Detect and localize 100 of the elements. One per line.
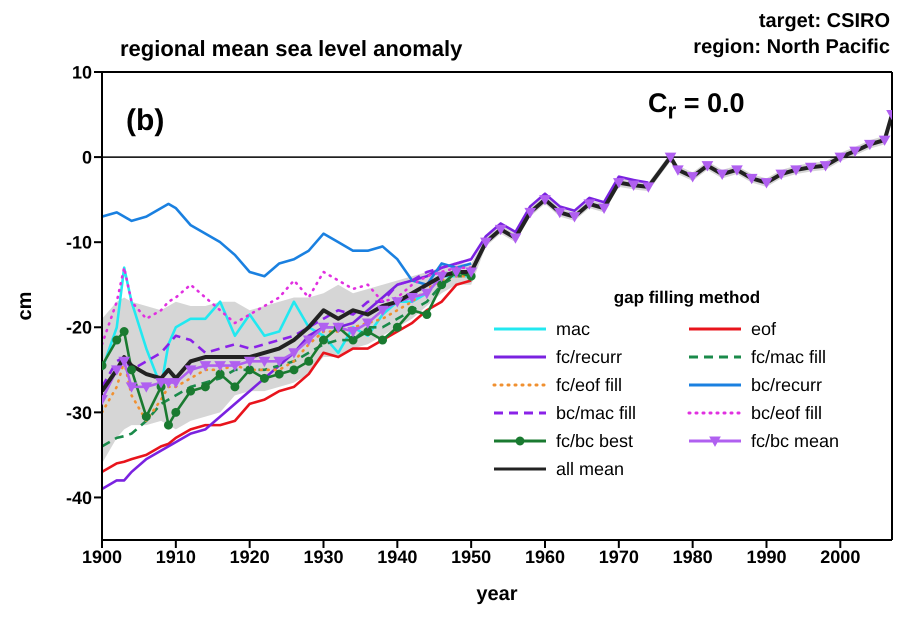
point xyxy=(230,382,240,392)
point xyxy=(362,318,374,329)
point xyxy=(392,322,402,332)
annotation: C$_{r}$ = 0.0 xyxy=(648,88,745,124)
point xyxy=(539,195,551,206)
line-series xyxy=(102,202,472,286)
legend-label: fc/eof fill xyxy=(556,374,622,396)
text: target: CSIRO xyxy=(758,9,890,34)
point xyxy=(583,199,596,210)
point xyxy=(672,165,684,176)
x-tick-label: 1940 xyxy=(377,546,418,567)
y-tick-label: 0 xyxy=(82,147,92,168)
point xyxy=(216,370,225,379)
y-tick-label: 10 xyxy=(72,62,92,82)
y-tick-label: -40 xyxy=(66,488,92,508)
point xyxy=(184,365,196,376)
point xyxy=(200,361,212,372)
point xyxy=(849,146,861,157)
legend-label: bc/recurr xyxy=(751,374,822,396)
point xyxy=(200,382,210,392)
point xyxy=(164,420,173,430)
point xyxy=(376,306,388,316)
x-tick-label: 1910 xyxy=(156,546,196,567)
point xyxy=(524,208,536,218)
x-tick-label: 1950 xyxy=(451,546,492,567)
y-axis-title: cm xyxy=(14,292,36,320)
point xyxy=(118,356,130,368)
point xyxy=(775,170,788,180)
point xyxy=(229,361,241,372)
point xyxy=(437,280,446,290)
point xyxy=(112,336,122,345)
point xyxy=(127,365,136,374)
point xyxy=(878,136,890,146)
y-tick-label: -30 xyxy=(66,402,92,423)
point xyxy=(820,161,832,172)
point xyxy=(363,327,372,336)
point xyxy=(436,272,448,282)
point xyxy=(126,382,138,393)
point xyxy=(686,172,699,183)
x-tick-label: 1930 xyxy=(303,546,344,567)
x-tick-label: 1960 xyxy=(524,546,566,567)
point xyxy=(378,336,388,345)
point xyxy=(510,233,522,244)
point xyxy=(391,297,404,308)
point xyxy=(480,238,492,248)
x-tick-label: 1980 xyxy=(672,546,713,567)
legend-label: bc/mac fill xyxy=(556,402,636,424)
point xyxy=(304,356,314,366)
point xyxy=(258,356,270,368)
point xyxy=(120,327,129,336)
point xyxy=(302,336,315,346)
point xyxy=(347,327,359,338)
point xyxy=(465,267,478,278)
point xyxy=(214,361,226,372)
legend-label: fc/mac fill xyxy=(751,346,826,368)
point xyxy=(642,182,654,193)
x-tick-label: 2000 xyxy=(820,546,860,567)
legend-label: eof xyxy=(751,318,776,340)
y-tick-label: -20 xyxy=(66,318,92,338)
x-tick-label: 1920 xyxy=(230,546,270,567)
point xyxy=(568,212,580,223)
point xyxy=(612,178,625,188)
point xyxy=(804,162,817,174)
point xyxy=(110,365,123,376)
point xyxy=(406,292,418,304)
point xyxy=(274,370,284,379)
point xyxy=(318,322,330,334)
point xyxy=(554,208,566,218)
point xyxy=(864,140,876,150)
point xyxy=(273,356,286,368)
legend-label: all mean xyxy=(556,458,624,480)
point xyxy=(421,288,433,300)
point xyxy=(186,386,196,396)
point xyxy=(760,178,772,188)
x-tick-label: 1990 xyxy=(746,546,787,567)
point xyxy=(494,224,507,236)
point xyxy=(731,165,743,176)
point xyxy=(244,356,256,368)
legend-label: bc/eof fill xyxy=(751,402,822,424)
x-tick-label: 1970 xyxy=(598,546,639,567)
point xyxy=(171,408,180,417)
point xyxy=(170,378,182,388)
point xyxy=(598,204,610,214)
point xyxy=(408,306,417,315)
point xyxy=(746,174,758,184)
point xyxy=(318,336,328,345)
x-tick-label: 1900 xyxy=(82,546,122,567)
point xyxy=(422,310,432,320)
point xyxy=(628,180,640,192)
point xyxy=(348,336,358,345)
legend-label: fc/bc best xyxy=(556,430,634,452)
point xyxy=(288,348,300,359)
legend-label: fc/recurr xyxy=(556,346,622,368)
x-axis-title: year xyxy=(476,583,518,605)
point xyxy=(289,365,298,374)
point xyxy=(245,365,254,374)
point xyxy=(834,152,846,163)
legend-title: gap filling method xyxy=(612,288,762,308)
point xyxy=(716,170,728,180)
point xyxy=(664,152,676,163)
